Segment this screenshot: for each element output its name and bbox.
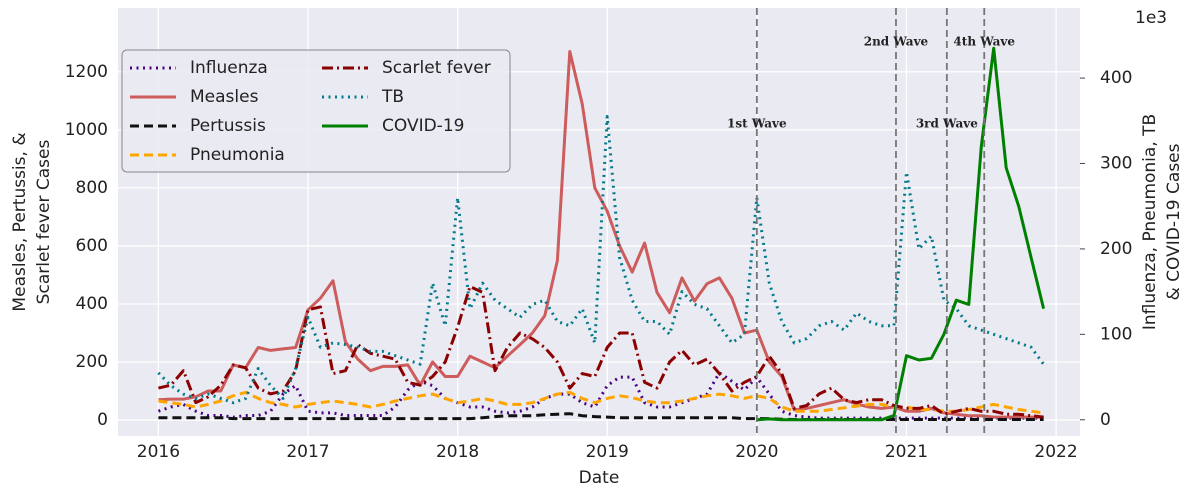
wave-label: 4th Wave <box>953 35 1015 49</box>
axis-multiplier: 1e3 <box>1135 8 1167 28</box>
y-tick-label: 1200 <box>65 62 108 82</box>
wave-label: 2nd Wave <box>864 35 929 49</box>
y-axis-label: Scarlet fever Cases <box>34 140 54 305</box>
x-tick-label: 2018 <box>436 442 479 462</box>
legend-label: Pertussis <box>190 116 266 136</box>
legend-label: Measles <box>190 87 259 107</box>
y-tick-label: 800 <box>76 178 108 198</box>
legend-label: COVID-19 <box>382 116 464 136</box>
legend-label: TB <box>381 87 404 107</box>
legend-label: Pneumonia <box>190 145 285 165</box>
y2-axis-label: Influenza, Pneumonia, TB <box>1140 114 1160 330</box>
y-tick-label: 1000 <box>65 120 108 140</box>
x-tick-label: 2020 <box>735 442 778 462</box>
y2-axis-label: & COVID-19 Cases <box>1164 143 1184 300</box>
wave-label: 1st Wave <box>727 117 787 131</box>
y-axis-label: Measles, Pertussis, & <box>10 132 30 311</box>
y-tick-label: 0 <box>97 410 108 430</box>
x-tick-label: 2021 <box>885 442 928 462</box>
x-tick-label: 2016 <box>137 442 180 462</box>
x-axis-label: Date <box>579 468 620 488</box>
y2-tick-label: 200 <box>1100 239 1132 259</box>
x-tick-label: 2019 <box>586 442 629 462</box>
legend-label: Influenza <box>190 58 268 78</box>
y2-tick-label: 100 <box>1100 324 1132 344</box>
y-tick-label: 200 <box>76 352 108 372</box>
wave-label: 3rd Wave <box>916 117 978 131</box>
legend-label: Scarlet fever <box>382 58 491 78</box>
x-tick-label: 2022 <box>1034 442 1077 462</box>
y2-tick-label: 0 <box>1100 410 1111 430</box>
series-line <box>756 46 1046 422</box>
series-line <box>158 412 1044 421</box>
legend-box <box>121 49 511 173</box>
series-line <box>157 371 1044 420</box>
y2-tick-label: 300 <box>1100 153 1132 173</box>
x-tick-label: 2017 <box>286 442 329 462</box>
y-tick-label: 600 <box>76 236 108 256</box>
y2-tick-label: 400 <box>1100 68 1132 88</box>
y-tick-label: 400 <box>76 294 108 314</box>
